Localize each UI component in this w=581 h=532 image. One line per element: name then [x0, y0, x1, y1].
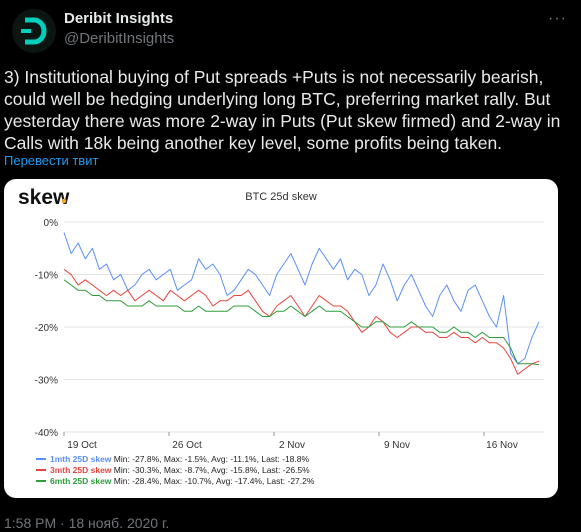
chart-title: BTC 25d skew [245, 191, 317, 203]
author-name[interactable]: Deribit Insights [64, 10, 174, 27]
author-handle[interactable]: @DeribitInsights [64, 30, 175, 47]
series-line-1 [63, 232, 540, 365]
y-tick-label: 0% [44, 218, 59, 229]
more-options-icon[interactable]: ··· [548, 10, 567, 27]
series-line-2 [63, 268, 540, 375]
y-tick-label: -30% [35, 376, 58, 387]
legend-entry: 1mth 25D skew Min: -27.8%, Max: -1.5%, A… [50, 454, 310, 464]
avatar[interactable] [12, 9, 56, 53]
tweet-timestamp[interactable]: 1:58 PM · 18 нояб. 2020 г. [4, 515, 170, 531]
y-tick-label: -40% [35, 428, 58, 439]
translate-tweet-link[interactable]: Перевести твит [4, 153, 99, 168]
chart-image[interactable]: skew BTC 25d skew 0% -10% -20% -30% -40% 19 Oct… [4, 179, 558, 498]
y-tick-label: -20% [35, 323, 58, 334]
brand-logo: skew [18, 186, 70, 209]
y-tick-label: -10% [35, 271, 58, 282]
author-info: Deribit Insights @DeribitInsights [64, 9, 174, 49]
x-tick-label: 9 Nov [384, 440, 410, 451]
x-tick-label: 26 Oct [172, 440, 202, 451]
series-line-3 [63, 279, 540, 366]
skew-chart: skew BTC 25d skew 0% -10% -20% -30% -40% 19 Oct… [18, 186, 544, 486]
tweet-text: 3) Institutional buying of Put spreads +… [4, 67, 561, 153]
legend-entry: 3mth 25D skew Min: -30.3%, Max: -8.7%, A… [50, 465, 310, 475]
x-tick-label: 2 Nov [279, 440, 305, 451]
deribit-logo-icon [21, 17, 47, 45]
legend-entry: 6mth 25D skew Min: -28.4%, Max: -10.7%, … [50, 476, 315, 486]
x-tick-label: 19 Oct [67, 440, 97, 451]
brand-dot-icon [61, 198, 67, 204]
x-tick-label: 16 Nov [486, 440, 518, 451]
